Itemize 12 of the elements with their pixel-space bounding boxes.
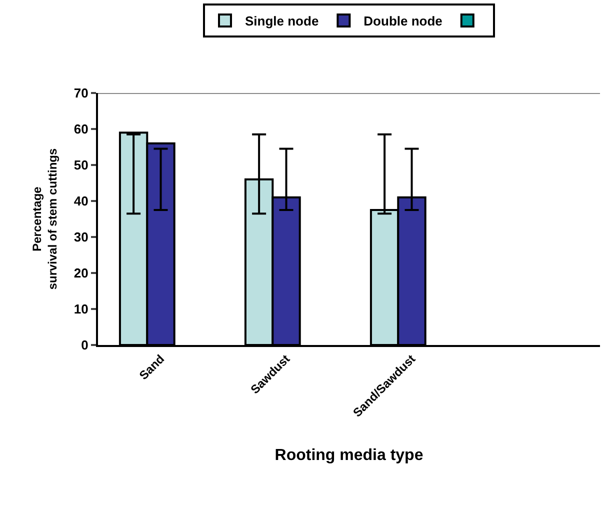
y-tick-label: 60 <box>74 122 88 137</box>
y-axis-title: Percentage survival of stem cuttings <box>30 148 60 290</box>
y-tick-label: 40 <box>74 194 88 209</box>
legend-label: Double node <box>364 14 442 29</box>
y-tick-label: 20 <box>74 266 88 281</box>
x-axis-title: Rooting media type <box>274 446 424 464</box>
y-tick-label: 70 <box>74 86 88 101</box>
legend-label: Single node <box>245 14 319 29</box>
y-tick-label: 10 <box>74 302 88 317</box>
y-tick-label: 30 <box>74 230 88 245</box>
y-tick-label: 50 <box>74 158 88 173</box>
y-tick-label: 0 <box>81 338 88 353</box>
